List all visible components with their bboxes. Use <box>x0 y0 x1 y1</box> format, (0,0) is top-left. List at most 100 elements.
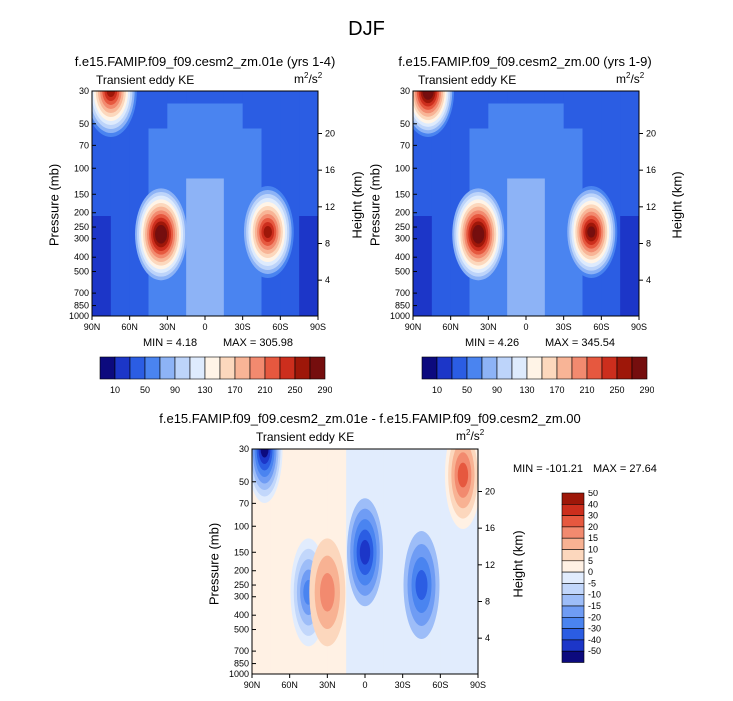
field-cell <box>383 486 404 500</box>
colorbar-box <box>189 356 206 380</box>
x-tick-label: 90N <box>84 322 101 332</box>
field-cell <box>563 303 584 316</box>
field-cell <box>308 499 328 513</box>
field-cell <box>601 91 621 105</box>
field-cell <box>242 103 263 117</box>
field-cell <box>563 153 584 167</box>
field-cell <box>526 216 546 230</box>
x-tick-label: 30S <box>395 680 411 690</box>
colorbar-box <box>561 628 585 641</box>
field-cell <box>488 103 508 117</box>
field-cell <box>205 278 225 292</box>
x-tick-label: 30N <box>159 322 176 332</box>
field-cell <box>223 91 244 105</box>
field-cell <box>431 228 452 242</box>
field-cell <box>92 228 112 242</box>
field-cell <box>620 303 639 316</box>
colorbar-box <box>204 356 221 380</box>
colorbar-box <box>309 356 326 380</box>
field-cell <box>431 178 452 192</box>
field-cell <box>507 278 527 292</box>
x-tick-label: 90S <box>310 322 326 332</box>
field-cell <box>242 178 263 192</box>
field-cell <box>440 661 460 674</box>
field-cell <box>402 461 423 475</box>
x-tick-label: 90S <box>631 322 647 332</box>
field-cell <box>526 278 546 292</box>
field-cell <box>507 303 527 316</box>
x-tick-label: 30S <box>556 322 572 332</box>
field-cell <box>223 253 244 267</box>
field-cell <box>308 486 328 500</box>
field-cell <box>92 241 112 255</box>
field-cell <box>526 241 546 255</box>
field-cell <box>365 661 385 674</box>
field-cell <box>289 499 310 513</box>
field-cell <box>167 278 187 292</box>
field-cell <box>459 636 478 650</box>
colorbar-box <box>556 356 573 380</box>
field-cell <box>488 291 508 305</box>
field-cell <box>205 216 225 230</box>
panel-2-units-base: m <box>616 72 626 86</box>
field-cell <box>280 166 300 180</box>
field-cell <box>365 636 385 650</box>
field-cell <box>223 278 244 292</box>
colorbar-label: -10 <box>588 590 601 600</box>
field-cell <box>507 141 527 155</box>
x-tick-label: 90S <box>470 680 486 690</box>
field-cell <box>383 561 404 575</box>
colorbar-box <box>541 356 558 380</box>
field-cell <box>413 153 433 167</box>
field-cell <box>148 291 168 305</box>
field-cell <box>620 128 639 142</box>
field-cell <box>205 91 225 105</box>
field-cell <box>440 524 460 538</box>
x-tick-label: 60S <box>593 322 609 332</box>
field-cell <box>421 636 441 650</box>
colorbar-box <box>561 549 585 562</box>
field-cell <box>507 203 527 217</box>
field-cell <box>459 611 478 625</box>
field-cell <box>110 216 131 230</box>
contour-feature-0 <box>474 228 483 240</box>
colorbar-box <box>249 356 266 380</box>
field-cell <box>270 586 291 600</box>
field-cell <box>242 153 263 167</box>
field-cell <box>186 91 206 105</box>
field-cell <box>563 128 584 142</box>
field-cell <box>507 166 527 180</box>
panel-2-units-denom-exp: 2 <box>639 71 645 80</box>
colorbar-box <box>561 583 585 596</box>
colorbar-label: -50 <box>588 646 601 656</box>
field-cell <box>148 153 168 167</box>
field-cell <box>186 128 206 142</box>
colorbar-box <box>616 356 633 380</box>
field-cell <box>544 116 565 130</box>
field-cell <box>186 141 206 155</box>
field-cell <box>440 574 460 588</box>
field-cell <box>242 91 263 105</box>
panel-3-plot: 3050701001502002503004005007008501000481… <box>229 444 495 690</box>
field-cell <box>563 91 584 105</box>
field-cell <box>459 549 478 563</box>
panel-2-units: m2/s2 <box>616 71 644 86</box>
y-tick-label: 400 <box>74 252 89 262</box>
field-cell <box>308 649 328 663</box>
x-tick-label: 30N <box>319 680 336 690</box>
field-cell <box>582 141 602 155</box>
field-cell <box>327 486 347 500</box>
colorbar-label: 50 <box>140 385 150 395</box>
field-cell <box>92 253 112 267</box>
field-cell <box>469 141 489 155</box>
field-cell <box>383 624 404 638</box>
field-cell <box>507 216 527 230</box>
field-cell <box>299 91 318 105</box>
field-cell <box>205 166 225 180</box>
field-cell <box>308 474 328 488</box>
field-cell <box>346 636 366 650</box>
colorbar-box <box>561 594 585 607</box>
height-tick-label: 4 <box>325 275 330 285</box>
field-cell <box>563 178 584 192</box>
y-tick-label: 500 <box>234 625 249 635</box>
